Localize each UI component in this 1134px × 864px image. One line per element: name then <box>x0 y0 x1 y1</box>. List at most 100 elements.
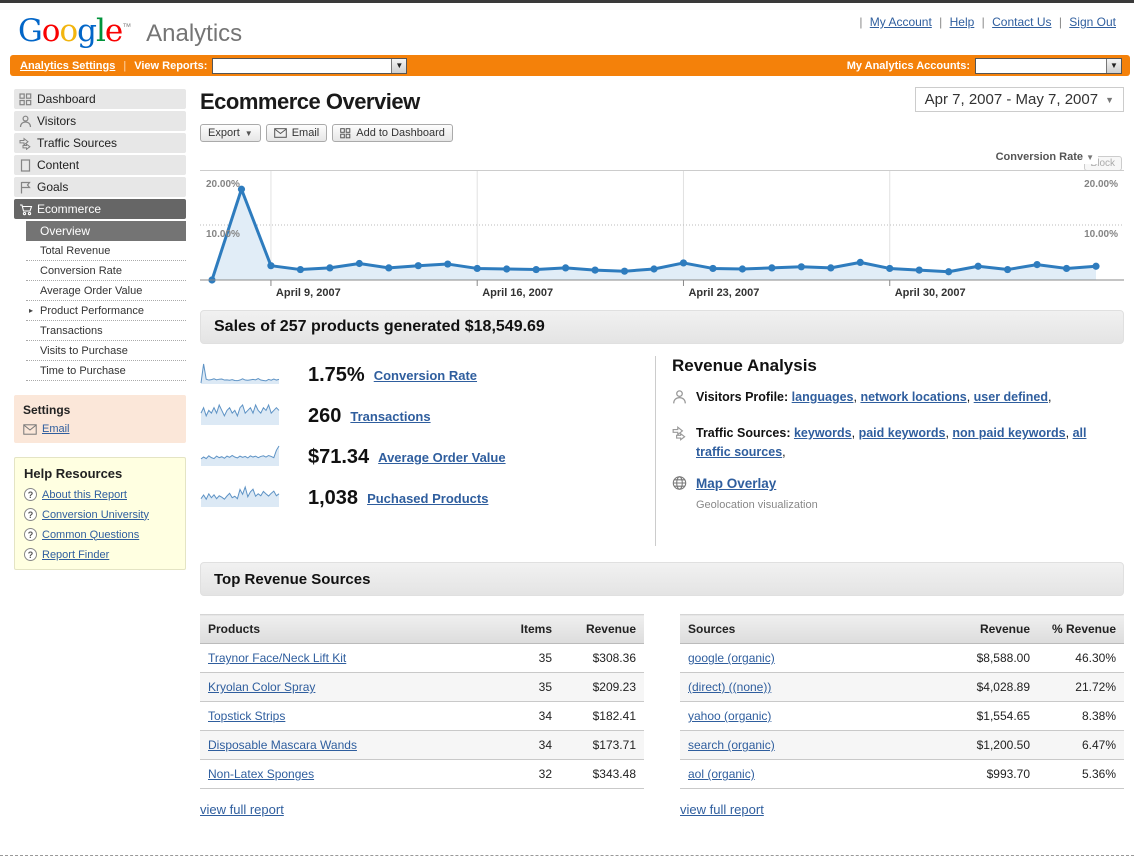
svg-text:April 9, 2007: April 9, 2007 <box>276 287 341 299</box>
sidebar-item-label: Ecommerce <box>37 202 102 216</box>
sidebar-item-content[interactable]: Content <box>14 155 186 175</box>
table-row: Topstick Strips 34 $182.41 <box>200 701 644 731</box>
chevron-down-icon[interactable]: ▼ <box>1106 58 1121 73</box>
submenu-item-transactions[interactable]: Transactions <box>26 321 186 341</box>
table-row: search (organic) $1,200.50 6.47% <box>680 730 1124 760</box>
product-link[interactable]: Kryolan Color Spray <box>208 680 316 694</box>
separator: , <box>1065 425 1073 440</box>
question-mark-icon: ? <box>24 488 37 501</box>
all-traffic-sources-link[interactable]: all traffic sources <box>696 425 1087 459</box>
source-link[interactable]: (direct) ((none)) <box>688 680 772 694</box>
average-order-value-report-link[interactable]: Average Order Value <box>378 449 506 465</box>
envelope-icon <box>23 423 37 435</box>
settings-email-link[interactable]: Email <box>42 423 70 435</box>
separator: , <box>782 444 786 459</box>
sidebar-item-dashboard[interactable]: Dashboard <box>14 89 186 109</box>
submenu-item-average-order-value[interactable]: Average Order Value <box>26 281 186 301</box>
metric-row-transactions: 260 Transactions <box>200 397 655 435</box>
help-item: ? Common Questions <box>24 528 176 541</box>
metric-value: 1,038 <box>308 486 359 509</box>
keywords-link[interactable]: keywords <box>793 425 852 440</box>
purchased-products-report-link[interactable]: Puchased Products <box>367 490 489 506</box>
table-row: (direct) ((none)) $4,028.89 21.72% <box>680 672 1124 702</box>
chevron-down-icon: ▼ <box>1105 94 1114 105</box>
languages-link[interactable]: languages <box>791 390 854 404</box>
submenu-item-overview[interactable]: Overview <box>26 221 186 241</box>
submenu-label: Product Performance <box>40 304 144 317</box>
sidebar-item-ecommerce[interactable]: Ecommerce <box>14 199 186 219</box>
transactions-report-link[interactable]: Transactions <box>350 408 431 424</box>
conversion-rate-report-link[interactable]: Conversion Rate <box>373 367 478 383</box>
date-range-selector[interactable]: Apr 7, 2007 - May 7, 2007 ▼ <box>914 87 1124 112</box>
product-link[interactable]: Traynor Face/Neck Lift Kit <box>208 651 347 665</box>
column-header-revenue[interactable]: Revenue <box>560 614 644 644</box>
revenue-analysis-section: Revenue Analysis Visitors Profile: langu… <box>655 356 1124 546</box>
column-header-items[interactable]: Items <box>498 614 560 644</box>
logo-letter: o <box>41 13 61 49</box>
source-link[interactable]: google (organic) <box>688 651 775 665</box>
table-row: aol (organic) $993.70 5.36% <box>680 759 1124 789</box>
sidebar-item-traffic-sources[interactable]: Traffic Sources <box>14 133 186 153</box>
separator: | <box>859 15 863 29</box>
column-header-pct-revenue[interactable]: % Revenue <box>1038 614 1124 644</box>
report-finder-link[interactable]: Report Finder <box>42 548 110 561</box>
items-cell: 34 <box>498 730 560 760</box>
export-button[interactable]: Export ▼ <box>200 124 261 142</box>
paid-keywords-link[interactable]: paid keywords <box>858 425 946 440</box>
revenue-cell: $343.48 <box>560 759 644 789</box>
view-full-report-products-link[interactable]: view full report <box>200 802 284 817</box>
network-locations-link[interactable]: network locations <box>860 390 967 404</box>
view-reports-dropdown[interactable]: ▼ <box>212 57 408 74</box>
non-paid-keywords-link[interactable]: non paid keywords <box>952 425 1066 440</box>
submenu-item-visits-to-purchase[interactable]: Visits to Purchase <box>26 341 186 361</box>
view-reports-value <box>213 59 391 73</box>
submenu-item-product-performance[interactable]: ▸ Product Performance <box>26 301 186 321</box>
submenu-item-conversion-rate[interactable]: Conversion Rate <box>26 261 186 281</box>
chevron-down-icon[interactable]: ▼ <box>391 58 407 73</box>
logo-letter: e <box>104 13 123 49</box>
product-link[interactable]: Non-Latex Sponges <box>208 767 315 781</box>
about-this-report-link[interactable]: About this Report <box>42 488 127 501</box>
visitors-profile-text: Visitors Profile: languages, network loc… <box>696 388 1051 411</box>
common-questions-link[interactable]: Common Questions <box>42 528 140 541</box>
source-link[interactable]: yahoo (organic) <box>688 709 772 723</box>
conversion-university-link[interactable]: Conversion University <box>42 508 149 521</box>
revenue-cell: $209.23 <box>560 672 644 702</box>
sidebar: Dashboard Visitors Traffic Sources Conte… <box>14 89 186 819</box>
table-row: Kryolan Color Spray 35 $209.23 <box>200 672 644 702</box>
revenue-analysis-title: Revenue Analysis <box>672 356 817 375</box>
settings-box: Settings Email <box>14 395 186 443</box>
my-account-link[interactable]: My Account <box>869 15 932 29</box>
email-button[interactable]: Email <box>265 124 328 142</box>
map-overlay-caption: Geolocation visualization <box>696 498 818 511</box>
add-to-dashboard-button[interactable]: Add to Dashboard <box>332 124 453 142</box>
chart-metric-dropdown[interactable]: Conversion Rate ▼ <box>991 150 1098 164</box>
products-table: Products Items Revenue Traynor Face/Neck… <box>200 614 644 789</box>
contact-us-link[interactable]: Contact Us <box>992 15 1052 29</box>
sidebar-item-goals[interactable]: Goals <box>14 177 186 197</box>
my-analytics-accounts-dropdown[interactable]: ▼ <box>975 57 1122 74</box>
separator: | <box>939 15 943 29</box>
analytics-settings-link[interactable]: Analytics Settings <box>20 59 116 72</box>
product-link[interactable]: Topstick Strips <box>208 709 286 723</box>
submenu-item-total-revenue[interactable]: Total Revenue <box>26 241 186 261</box>
items-cell: 35 <box>498 672 560 702</box>
view-full-report-sources-link[interactable]: view full report <box>680 802 764 817</box>
help-link[interactable]: Help <box>949 15 975 29</box>
separator: | <box>981 15 985 29</box>
source-link[interactable]: search (organic) <box>688 738 775 752</box>
header-links: | My Account | Help | Contact Us | Sign … <box>859 15 1120 29</box>
sidebar-item-visitors[interactable]: Visitors <box>14 111 186 131</box>
map-overlay-link[interactable]: Map Overlay <box>696 476 777 492</box>
column-header-products[interactable]: Products <box>200 614 498 644</box>
sign-out-link[interactable]: Sign Out <box>1069 15 1116 29</box>
sparkline-chart <box>200 361 280 390</box>
export-label: Export <box>208 127 240 139</box>
submenu-item-time-to-purchase[interactable]: Time to Purchase <box>26 361 186 381</box>
source-link[interactable]: aol (organic) <box>688 767 755 781</box>
revenue-cell: $4,028.89 <box>946 672 1038 702</box>
column-header-sources[interactable]: Sources <box>680 614 946 644</box>
user-defined-link[interactable]: user defined <box>973 390 1048 404</box>
product-link[interactable]: Disposable Mascara Wands <box>208 738 357 752</box>
column-header-revenue[interactable]: Revenue <box>946 614 1038 644</box>
